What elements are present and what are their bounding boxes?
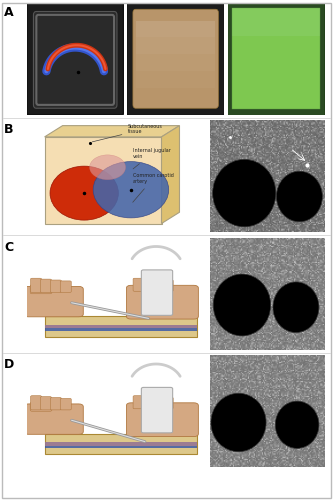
FancyBboxPatch shape xyxy=(41,396,52,410)
FancyBboxPatch shape xyxy=(24,286,83,317)
FancyBboxPatch shape xyxy=(126,2,225,116)
Ellipse shape xyxy=(273,282,319,333)
FancyBboxPatch shape xyxy=(60,281,71,292)
FancyBboxPatch shape xyxy=(133,9,218,108)
Bar xyxy=(136,54,215,71)
FancyBboxPatch shape xyxy=(41,279,52,292)
Polygon shape xyxy=(45,126,179,137)
FancyBboxPatch shape xyxy=(127,403,198,436)
FancyBboxPatch shape xyxy=(60,398,71,410)
Text: Subcutaneous
tissue: Subcutaneous tissue xyxy=(92,124,162,142)
Text: Internal jugular
vein: Internal jugular vein xyxy=(133,148,170,169)
FancyBboxPatch shape xyxy=(127,286,198,319)
FancyBboxPatch shape xyxy=(50,280,61,292)
FancyBboxPatch shape xyxy=(153,280,163,291)
Bar xyxy=(45,442,197,446)
Bar xyxy=(136,38,215,54)
FancyBboxPatch shape xyxy=(30,285,52,294)
FancyBboxPatch shape xyxy=(142,270,172,316)
Bar xyxy=(45,324,197,328)
FancyBboxPatch shape xyxy=(143,396,154,409)
Bar xyxy=(45,316,197,336)
Text: Common carotid
artery: Common carotid artery xyxy=(133,173,173,203)
FancyBboxPatch shape xyxy=(50,398,61,410)
FancyBboxPatch shape xyxy=(153,397,163,409)
Text: B: B xyxy=(4,124,14,136)
Ellipse shape xyxy=(50,166,118,220)
FancyBboxPatch shape xyxy=(27,2,124,115)
Bar xyxy=(136,71,215,88)
Polygon shape xyxy=(162,126,179,224)
Ellipse shape xyxy=(276,171,322,222)
Bar xyxy=(45,324,197,331)
FancyBboxPatch shape xyxy=(33,12,117,108)
FancyBboxPatch shape xyxy=(31,396,42,410)
Ellipse shape xyxy=(213,274,271,336)
FancyBboxPatch shape xyxy=(143,279,154,291)
Bar xyxy=(136,88,215,105)
Ellipse shape xyxy=(90,155,126,180)
Text: C: C xyxy=(4,241,13,254)
FancyBboxPatch shape xyxy=(163,398,173,409)
FancyBboxPatch shape xyxy=(31,278,42,292)
Ellipse shape xyxy=(213,160,276,227)
Text: A: A xyxy=(4,6,14,19)
FancyBboxPatch shape xyxy=(133,278,144,291)
FancyBboxPatch shape xyxy=(163,280,173,291)
Text: D: D xyxy=(4,358,15,372)
Polygon shape xyxy=(45,137,162,224)
FancyBboxPatch shape xyxy=(30,402,52,411)
Bar xyxy=(232,8,320,36)
FancyBboxPatch shape xyxy=(226,2,326,116)
Ellipse shape xyxy=(93,162,169,218)
Bar xyxy=(136,20,215,38)
Ellipse shape xyxy=(211,393,266,452)
Ellipse shape xyxy=(275,401,319,448)
FancyBboxPatch shape xyxy=(142,388,172,433)
FancyBboxPatch shape xyxy=(24,404,83,434)
Bar xyxy=(45,442,197,448)
FancyBboxPatch shape xyxy=(133,396,144,409)
Bar xyxy=(45,434,197,454)
